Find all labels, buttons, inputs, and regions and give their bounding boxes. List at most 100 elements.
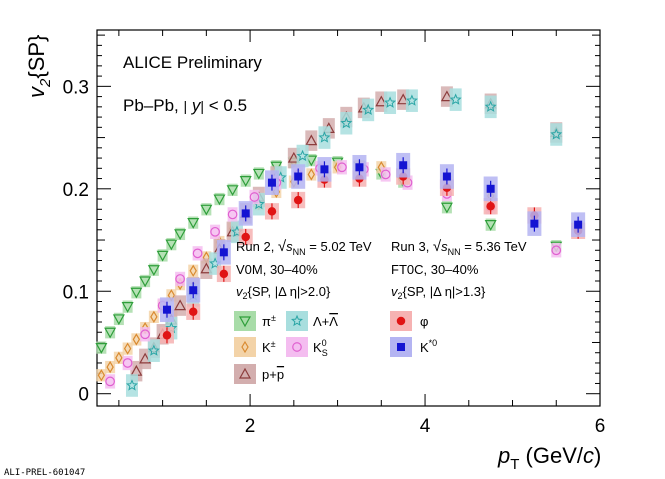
pion-point xyxy=(187,218,200,229)
k0s-point xyxy=(210,226,220,237)
kstar-point xyxy=(530,219,539,228)
lambda-point xyxy=(318,131,331,143)
pion-point xyxy=(139,276,152,288)
kaon-syst-box xyxy=(166,289,177,302)
x-axis-title: pT (GeV/c) xyxy=(497,443,601,473)
k0s-syst-box xyxy=(192,246,203,261)
kstar-point xyxy=(219,248,228,257)
kaon-syst-box xyxy=(306,168,317,181)
legend-k0s-marker xyxy=(292,342,302,352)
lambda-syst-box xyxy=(340,111,353,135)
kaon-syst-box xyxy=(113,351,124,364)
proton-point xyxy=(375,95,388,107)
pion-syst-box xyxy=(441,201,452,214)
x-axis-title-main: p xyxy=(497,443,510,468)
kaon-legend-marker xyxy=(241,340,249,354)
lambda-point xyxy=(296,149,309,162)
y-tick-label: 0.1 xyxy=(63,282,89,303)
phi-point xyxy=(486,201,495,211)
lambda-syst-box xyxy=(405,89,418,112)
collaboration-label: ALICE Preliminary xyxy=(123,53,262,72)
lambda-syst-box xyxy=(449,88,462,111)
kstar-point xyxy=(162,305,171,314)
pion-point xyxy=(174,229,187,241)
proton-point xyxy=(139,352,152,364)
y-tick-label: 0 xyxy=(78,385,89,406)
kstar-point xyxy=(241,209,250,218)
pion-legend-marker xyxy=(238,316,252,328)
phi-point xyxy=(219,269,229,279)
pion-syst-box xyxy=(140,274,151,288)
kstar-point xyxy=(189,286,198,295)
run2-title: Run 2, √sNN = 5.02 TeV xyxy=(236,238,372,257)
legend-entry-lambda: Λ+Λ xyxy=(286,311,338,331)
kstar-point xyxy=(294,172,303,181)
k0s-point xyxy=(105,376,115,387)
run2-centrality: V0M, 30–40% xyxy=(236,262,318,277)
proton-point xyxy=(397,93,410,105)
lambda-legend-marker xyxy=(291,314,303,327)
phi-point xyxy=(293,195,303,205)
kaon-point xyxy=(106,360,114,374)
k0s-point xyxy=(140,329,150,340)
legend-lambda-label: Λ+Λ xyxy=(313,314,338,329)
kaon-syst-box xyxy=(188,264,199,277)
legend-lambda-marker xyxy=(291,314,303,327)
pion-syst-box xyxy=(175,227,186,241)
legend-pion-label: π± xyxy=(262,313,276,329)
kaon-syst-box xyxy=(122,342,133,355)
legend-kaon-marker xyxy=(241,340,249,354)
lambda-syst-box xyxy=(147,339,160,362)
pion-syst-box xyxy=(166,237,177,251)
lambda-syst-box xyxy=(125,374,138,397)
phi-point xyxy=(267,207,277,216)
legend-k0s-label: K0 S xyxy=(313,338,328,358)
pion-syst-box xyxy=(227,183,238,196)
k0s-syst-box xyxy=(122,355,133,371)
k0s-syst-box xyxy=(175,271,186,287)
legend-proton-label: p+p xyxy=(262,367,284,382)
lambda-syst-box xyxy=(384,91,397,115)
series-kstar xyxy=(159,152,586,322)
k0s-syst-box xyxy=(336,160,347,175)
run2-method: v2{SP, |Δ η|>2.0} xyxy=(236,284,331,301)
x-tick-label: 2 xyxy=(245,416,256,437)
proton-legend-marker xyxy=(238,367,252,379)
pion-point xyxy=(130,287,143,299)
pion-syst-box xyxy=(148,263,159,276)
k0s-syst-box xyxy=(249,189,260,205)
lambda-point xyxy=(362,103,375,116)
kaon-point xyxy=(123,342,132,355)
k0s-point xyxy=(249,192,260,202)
proton-point xyxy=(174,299,187,311)
k0s-point xyxy=(337,162,347,173)
kaon-point xyxy=(97,369,106,382)
kaon-syst-box xyxy=(105,360,116,374)
k0s-point xyxy=(122,358,133,368)
k0s-legend-marker xyxy=(292,342,302,352)
legend-proton-marker xyxy=(238,367,252,379)
pion-point xyxy=(305,155,318,167)
pion-point xyxy=(95,343,108,354)
pion-point xyxy=(104,327,117,339)
pion-syst-box xyxy=(201,203,212,216)
lambda-syst-box xyxy=(362,98,375,122)
k0s-syst-box xyxy=(140,327,151,342)
x-axis-title-sub: T xyxy=(510,456,519,473)
lambda-point xyxy=(484,100,497,112)
pion-syst-box xyxy=(485,218,496,231)
pion-syst-box xyxy=(157,249,168,262)
k0s-syst-box xyxy=(105,374,116,389)
run3-method: v2{SP, |Δ η|>1.3} xyxy=(391,284,486,301)
pion-syst-box xyxy=(253,167,264,180)
kaon-point xyxy=(115,351,123,365)
legend: π± Λ+Λ K± K0 S p+p φ xyxy=(234,311,437,384)
proton-point xyxy=(200,262,213,274)
kstar-point xyxy=(442,172,451,181)
run3-centrality: FT0C, 30–40% xyxy=(391,262,479,277)
legend-kstar-marker xyxy=(397,343,405,351)
legend-phi-label: φ xyxy=(420,314,428,329)
proton-point xyxy=(287,151,300,163)
y-tick-label: 0.3 xyxy=(63,77,89,98)
